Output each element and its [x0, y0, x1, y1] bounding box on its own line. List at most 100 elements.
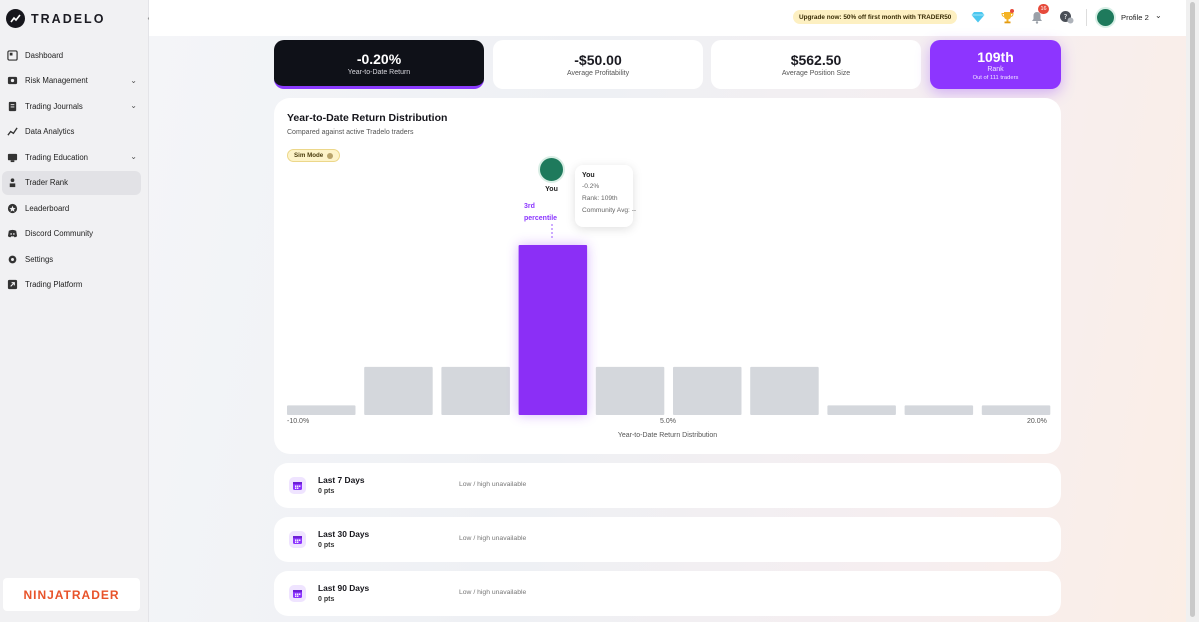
top-header: Upgrade now: 50% off first month with TR…	[149, 0, 1186, 36]
you-bar[interactable]	[518, 245, 588, 415]
sidebar-item-dashboard[interactable]: Dashboard	[2, 43, 141, 67]
x-tick-label: -10.0%	[287, 418, 310, 425]
upgrade-promo-banner[interactable]: Upgrade now: 50% off first month with TR…	[793, 10, 958, 24]
notification-bell-icon[interactable]: 16	[1029, 4, 1049, 25]
period-card-30-days[interactable]: Last 30 Days 0 pts Low / high unavailabl…	[274, 517, 1061, 562]
avg-profitability-label: Average Profitability	[566, 70, 630, 77]
sidebar-item-label: Trading Platform	[25, 280, 83, 289]
rank-card: 109th Rank Out of 111 traders	[930, 40, 1061, 89]
sidebar-item-label: Settings	[25, 254, 54, 264]
calendar-icon	[289, 477, 306, 494]
rank-icon	[6, 177, 18, 189]
period-name: Last 90 Days	[318, 583, 370, 593]
distribution-bar[interactable]	[287, 405, 356, 415]
sidebar-item-leaderboard[interactable]: Leaderboard	[2, 196, 141, 220]
distribution-bar[interactable]	[364, 366, 433, 415]
diamond-icon[interactable]	[970, 9, 986, 25]
dashboard-icon	[6, 49, 18, 61]
avatar[interactable]	[1095, 7, 1116, 28]
sidebar-item-label: Dashboard	[25, 50, 64, 60]
sidebar-item-label: Trader Rank	[25, 178, 69, 187]
sidebar-item-trader-rank[interactable]: Trader Rank	[2, 170, 141, 195]
percentile-value: 3rd	[524, 203, 535, 210]
notification-count-badge: 16	[1038, 4, 1049, 14]
period-range: Low / high unavailable	[459, 535, 527, 542]
distribution-bar[interactable]	[827, 405, 896, 415]
rank-label: Rank	[987, 65, 1004, 73]
distribution-bar[interactable]	[673, 366, 742, 415]
ytd-return-label: Year-to-Date Return	[347, 68, 411, 76]
sidebar-item-data-analytics[interactable]: Data Analytics	[2, 120, 141, 144]
chart-subtitle: Compared against active Tradelo traders	[287, 129, 414, 136]
sidebar: TRADELO ‹ Dashboard Risk Management ⌄ Tr…	[0, 0, 151, 622]
calendar-icon	[289, 585, 306, 602]
you-avatar	[538, 156, 565, 183]
tooltip-return: -0.2%	[582, 183, 600, 190]
sidebar-nav: Dashboard Risk Management ⌄ Trading Jour…	[0, 43, 149, 298]
chevron-down-icon: ⌄	[130, 75, 137, 85]
sidebar-item-trading-education[interactable]: Trading Education ⌄	[2, 145, 141, 169]
calendar-icon	[289, 531, 306, 548]
sidebar-item-label: Leaderboard	[25, 203, 70, 213]
journal-icon	[6, 100, 18, 112]
chevron-down-icon: ⌄	[130, 101, 137, 110]
chevron-down-icon[interactable]: ⌄	[1155, 11, 1162, 20]
profile-name[interactable]: Profile 2	[1121, 13, 1149, 22]
period-name: Last 30 Days	[318, 529, 370, 539]
tradelo-logo-icon	[6, 9, 25, 28]
sidebar-item-trading-journals[interactable]: Trading Journals ⌄	[2, 94, 141, 118]
tooltip-rank: Rank: 109th	[582, 195, 618, 202]
sim-mode-label: Sim Mode	[294, 152, 324, 159]
sidebar-item-label: Trading Journals	[25, 101, 83, 111]
rank-subtext: Out of 111 traders	[972, 74, 1019, 81]
ytd-return-value: -0.20%	[356, 50, 402, 67]
distribution-bar[interactable]	[981, 405, 1051, 415]
discord-icon	[6, 228, 18, 240]
distribution-bar[interactable]	[595, 366, 665, 415]
sidebar-item-label: Data Analytics	[25, 127, 75, 136]
sidebar-item-label: Risk Management	[25, 76, 88, 85]
sim-mode-dot-icon	[327, 152, 334, 159]
tooltip-community-avg: Community Avg: --	[582, 207, 637, 214]
sidebar-item-label: Trading Education	[25, 152, 88, 162]
chevron-down-icon: ⌄	[130, 152, 137, 161]
education-icon	[6, 151, 18, 163]
sidebar-item-trading-platform[interactable]: Trading Platform	[2, 273, 141, 297]
period-range: Low / high unavailable	[459, 481, 527, 488]
gear-icon	[6, 253, 18, 265]
distribution-bar[interactable]	[750, 366, 819, 415]
period-range: Low / high unavailable	[459, 589, 527, 596]
trophy-icon[interactable]	[999, 9, 1015, 25]
risk-icon	[6, 75, 18, 87]
tooltip-title: You	[582, 172, 595, 179]
sidebar-item-discord-community[interactable]: Discord Community	[2, 222, 141, 246]
period-card-7-days[interactable]: Last 7 Days 0 pts Low / high unavailable	[274, 463, 1061, 508]
ninjatrader-logo[interactable]: NINJATRADER	[3, 578, 140, 611]
x-tick-label: 5.0%	[660, 418, 676, 425]
x-axis-label: Year-to-Date Return Distribution	[617, 432, 718, 439]
trophy-indicator-dot	[1010, 9, 1014, 13]
svg-text:?: ?	[1063, 13, 1067, 21]
sidebar-item-settings[interactable]: Settings	[2, 247, 141, 271]
help-chat-icon[interactable]: ?	[1058, 9, 1074, 25]
app-logo[interactable]: TRADELO	[6, 9, 105, 28]
avg-profitability-card: -$50.00 Average Profitability	[493, 40, 703, 89]
external-link-icon	[6, 279, 18, 291]
period-name: Last 7 Days	[318, 475, 365, 485]
you-label: You	[545, 186, 558, 193]
avg-position-size-card: $562.50 Average Position Size	[711, 40, 921, 89]
sidebar-item-label: Discord Community	[25, 229, 94, 238]
header-divider	[1086, 9, 1087, 26]
scrollbar-thumb[interactable]	[1190, 2, 1195, 617]
period-points: 0 pts	[318, 542, 335, 549]
sim-mode-badge[interactable]: Sim Mode	[287, 149, 341, 162]
distribution-bar[interactable]	[441, 366, 510, 415]
avg-position-size-value: $562.50	[790, 52, 842, 68]
page-scrollbar[interactable]	[1186, 0, 1199, 622]
avg-profitability-value: -$50.00	[574, 52, 622, 68]
x-tick-label: 20.0%	[1027, 418, 1047, 425]
sidebar-item-risk-management[interactable]: Risk Management ⌄	[2, 69, 141, 93]
avg-position-size-label: Average Position Size	[781, 70, 851, 77]
distribution-bar[interactable]	[904, 405, 974, 415]
period-card-90-days[interactable]: Last 90 Days 0 pts Low / high unavailabl…	[274, 571, 1061, 616]
